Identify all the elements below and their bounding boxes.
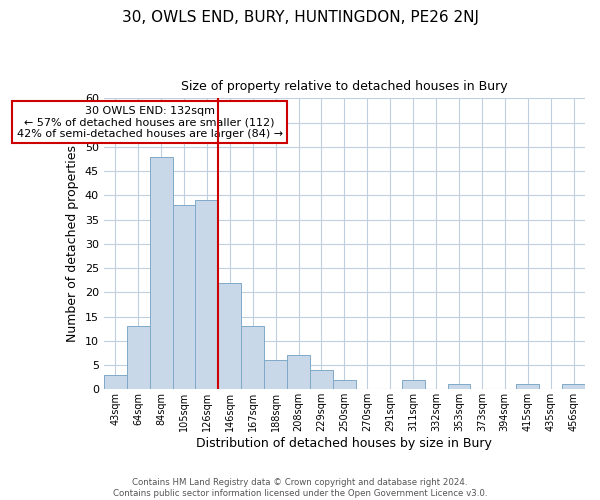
Text: Contains HM Land Registry data © Crown copyright and database right 2024.
Contai: Contains HM Land Registry data © Crown c… (113, 478, 487, 498)
Bar (333, 380, 356, 390)
Bar (448, 384, 470, 390)
Bar (127, 326, 149, 390)
Y-axis label: Number of detached properties: Number of detached properties (66, 146, 79, 342)
Bar (264, 360, 287, 390)
Bar (104, 374, 127, 390)
Text: 30 OWLS END: 132sqm
← 57% of detached houses are smaller (112)
42% of semi-detac: 30 OWLS END: 132sqm ← 57% of detached ho… (17, 106, 283, 139)
Bar (241, 326, 264, 390)
Bar (562, 384, 585, 390)
Bar (218, 282, 241, 390)
Bar (173, 205, 196, 390)
Bar (149, 156, 173, 390)
Bar (401, 380, 425, 390)
X-axis label: Distribution of detached houses by size in Bury: Distribution of detached houses by size … (196, 437, 493, 450)
Bar (516, 384, 539, 390)
Bar (196, 200, 218, 390)
Title: Size of property relative to detached houses in Bury: Size of property relative to detached ho… (181, 80, 508, 93)
Bar (287, 356, 310, 390)
Text: 30, OWLS END, BURY, HUNTINGDON, PE26 2NJ: 30, OWLS END, BURY, HUNTINGDON, PE26 2NJ (121, 10, 479, 25)
Bar (310, 370, 333, 390)
